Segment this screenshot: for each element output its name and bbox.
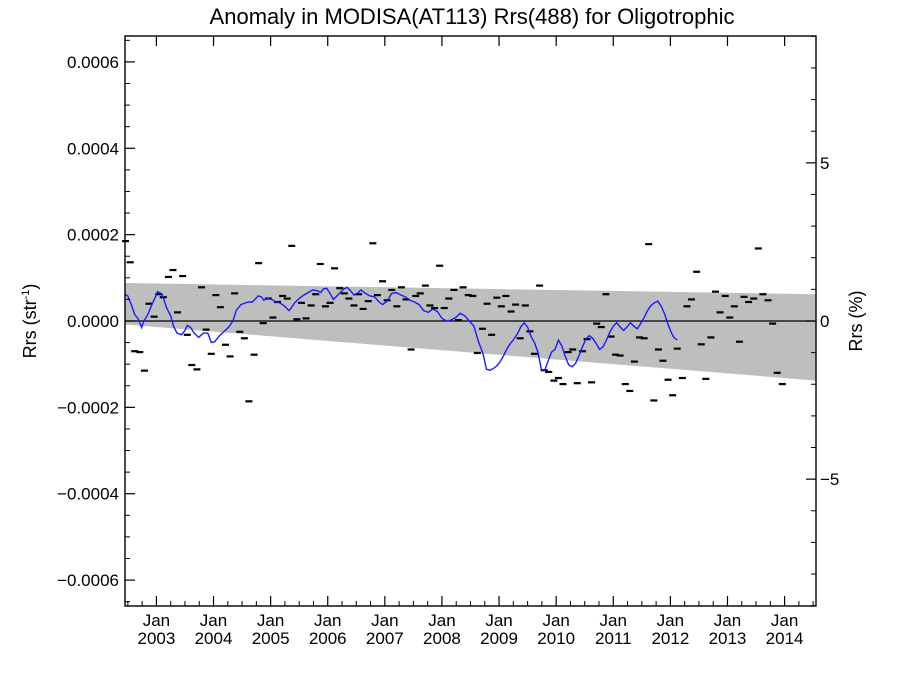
left-tick-label: 0.0000 — [67, 312, 119, 331]
plot-area — [122, 240, 816, 403]
x-tick-year-label: 2005 — [252, 629, 290, 648]
left-tick-label: 0.0004 — [67, 139, 119, 158]
x-tick-month-label: Jan — [714, 611, 741, 630]
x-tick-year-label: 2010 — [537, 629, 575, 648]
x-tick-month-label: Jan — [371, 611, 398, 630]
x-tick-month-label: Jan — [600, 611, 627, 630]
x-tick-year-label: 2003 — [137, 629, 175, 648]
left-tick-label: −0.0004 — [57, 485, 119, 504]
x-tick-year-label: 2007 — [366, 629, 404, 648]
left-tick-label: −0.0002 — [57, 398, 119, 417]
x-tick-year-label: 2008 — [423, 629, 461, 648]
chart-title: Anomaly in MODISA(AT113) Rrs(488) for Ol… — [210, 4, 735, 29]
x-tick-month-label: Jan — [657, 611, 684, 630]
right-y-axis: 5 0 −5 — [806, 35, 839, 607]
x-tick-year-label: 2011 — [595, 629, 632, 648]
left-y-axis: 0.0006 0.0004 0.0002 0.0000 −0.0002 −0.0004 −0… — [57, 39, 135, 603]
x-tick-year-label: 2004 — [195, 629, 233, 648]
x-axis: Jan2003Jan2004Jan2005Jan2006Jan2007Jan20… — [127, 36, 814, 648]
x-tick-month-label: Jan — [143, 611, 170, 630]
x-tick-year-label: 2013 — [709, 629, 747, 648]
x-tick-month-label: Jan — [257, 611, 284, 630]
confidence-band — [125, 283, 816, 381]
x-tick-year-label: 2009 — [480, 629, 518, 648]
right-tick-label: −5 — [820, 470, 839, 489]
x-tick-year-label: 2006 — [309, 629, 347, 648]
running-mean-line — [124, 286, 678, 372]
x-tick-month-label: Jan — [485, 611, 512, 630]
right-tick-label: 0 — [820, 312, 829, 331]
x-tick-month-label: Jan — [428, 611, 455, 630]
x-tick-month-label: Jan — [314, 611, 341, 630]
x-tick-month-label: Jan — [542, 611, 569, 630]
left-tick-label: −0.0006 — [57, 571, 119, 590]
y-axis-label-right: Rrs (%) — [846, 291, 866, 352]
x-tick-month-label: Jan — [200, 611, 227, 630]
x-tick-year-label: 2012 — [651, 629, 689, 648]
left-tick-label: 0.0002 — [67, 226, 119, 245]
y-axis-label-left: Rrs (str-1) — [20, 284, 40, 359]
right-tick-label: 5 — [820, 154, 829, 173]
x-tick-year-label: 2014 — [766, 629, 804, 648]
x-tick-month-label: Jan — [771, 611, 798, 630]
left-tick-label: 0.0006 — [67, 53, 119, 72]
